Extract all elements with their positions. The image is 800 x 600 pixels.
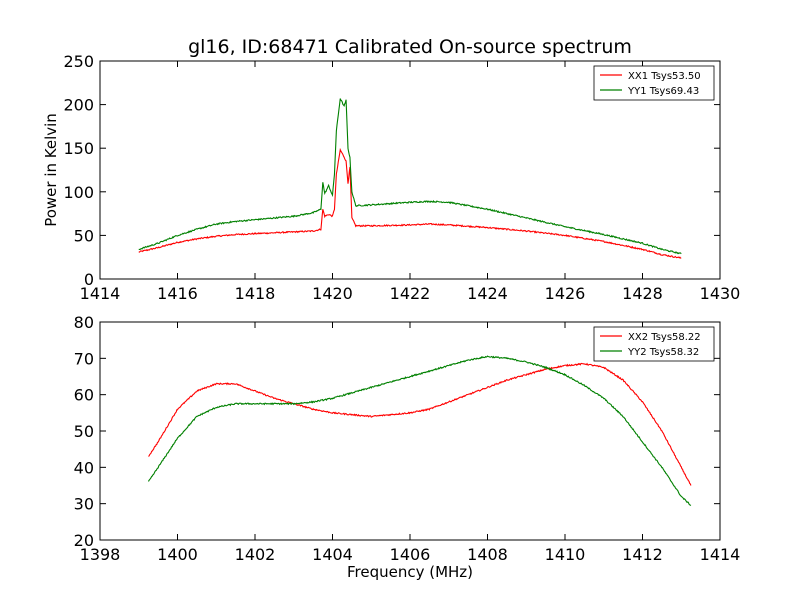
y-tick-label-1-3: 150 [63,139,94,158]
legend-box-1 [593,65,715,101]
series-line-1-2 [138,98,682,255]
panel-1: 1414 1416 1418 1420 1422 1424 1426 1428 1430 0 50 1… [42,52,740,303]
x-axis-title-2: Frequency (MHz) [347,563,473,581]
y-tick-label-1-2: 100 [63,183,94,202]
y-tick-label-2-0: 20 [74,531,94,550]
y-tick-label-2-1: 30 [74,495,94,514]
y-tick-label-2-2: 40 [74,458,94,477]
x-tick-label-1-6: 1426 [545,284,586,303]
x-tick-label-1-5: 1424 [467,284,508,303]
x-tick-label-1-4: 1422 [390,284,431,303]
x-tick-label-2-2: 1402 [235,545,276,564]
x-tick-label-2-0: 1398 [80,545,121,564]
y-tick-label-2-5: 70 [74,349,94,368]
y-tick-label-1-5: 250 [63,52,94,71]
x-tick-label-1-1: 1416 [157,284,198,303]
legend-2: XX2 Tsys58.22 YY2 Tsys58.32 [593,326,715,362]
legend-label-2-1: XX2 Tsys58.22 [628,332,701,343]
x-tick-label-2-4: 1406 [390,545,431,564]
series-line-2-2 [147,355,692,506]
series-line-2-1 [148,362,692,486]
x-tick-label-2-6: 1410 [545,545,586,564]
series-line-1-1 [138,147,682,259]
legend-box-2 [593,326,715,362]
y-tick-label-2-4: 60 [74,386,94,405]
x-tick-label-2-1: 1400 [157,545,198,564]
y-tick-label-1-0: 0 [84,270,94,289]
y-tick-label-2-3: 50 [74,422,94,441]
figure-title: gl16, ID:68471 Calibrated On-source spec… [188,36,632,58]
x-tick-label-1-0: 1414 [80,284,121,303]
x-tick-label-1-7: 1428 [622,284,663,303]
x-tick-label-2-3: 1404 [312,545,353,564]
x-tick-label-2-5: 1408 [467,545,508,564]
x-tick-label-1-3: 1420 [312,284,353,303]
legend-1: XX1 Tsys53.50 YY1 Tsys69.43 [593,65,715,101]
y-tick-label-1-4: 200 [63,96,94,115]
y-axis-title-1: Power in Kelvin [42,113,60,227]
x-tick-label-1-2: 1418 [235,284,276,303]
y-tick-label-2-6: 80 [74,313,94,332]
legend-label-2-2: YY2 Tsys58.32 [627,347,699,358]
x-tick-label-2-8: 1414 [700,545,741,564]
x-tick-label-1-8: 1430 [700,284,741,303]
legend-label-1-1: XX1 Tsys53.50 [628,71,701,82]
legend-label-1-2: YY1 Tsys69.43 [627,86,699,97]
x-tick-label-2-7: 1412 [622,545,663,564]
y-tick-label-1-1: 50 [74,226,94,245]
panel-2: 1398 1400 1402 1404 1406 1408 1410 1412 1414 20 30… [74,313,741,581]
